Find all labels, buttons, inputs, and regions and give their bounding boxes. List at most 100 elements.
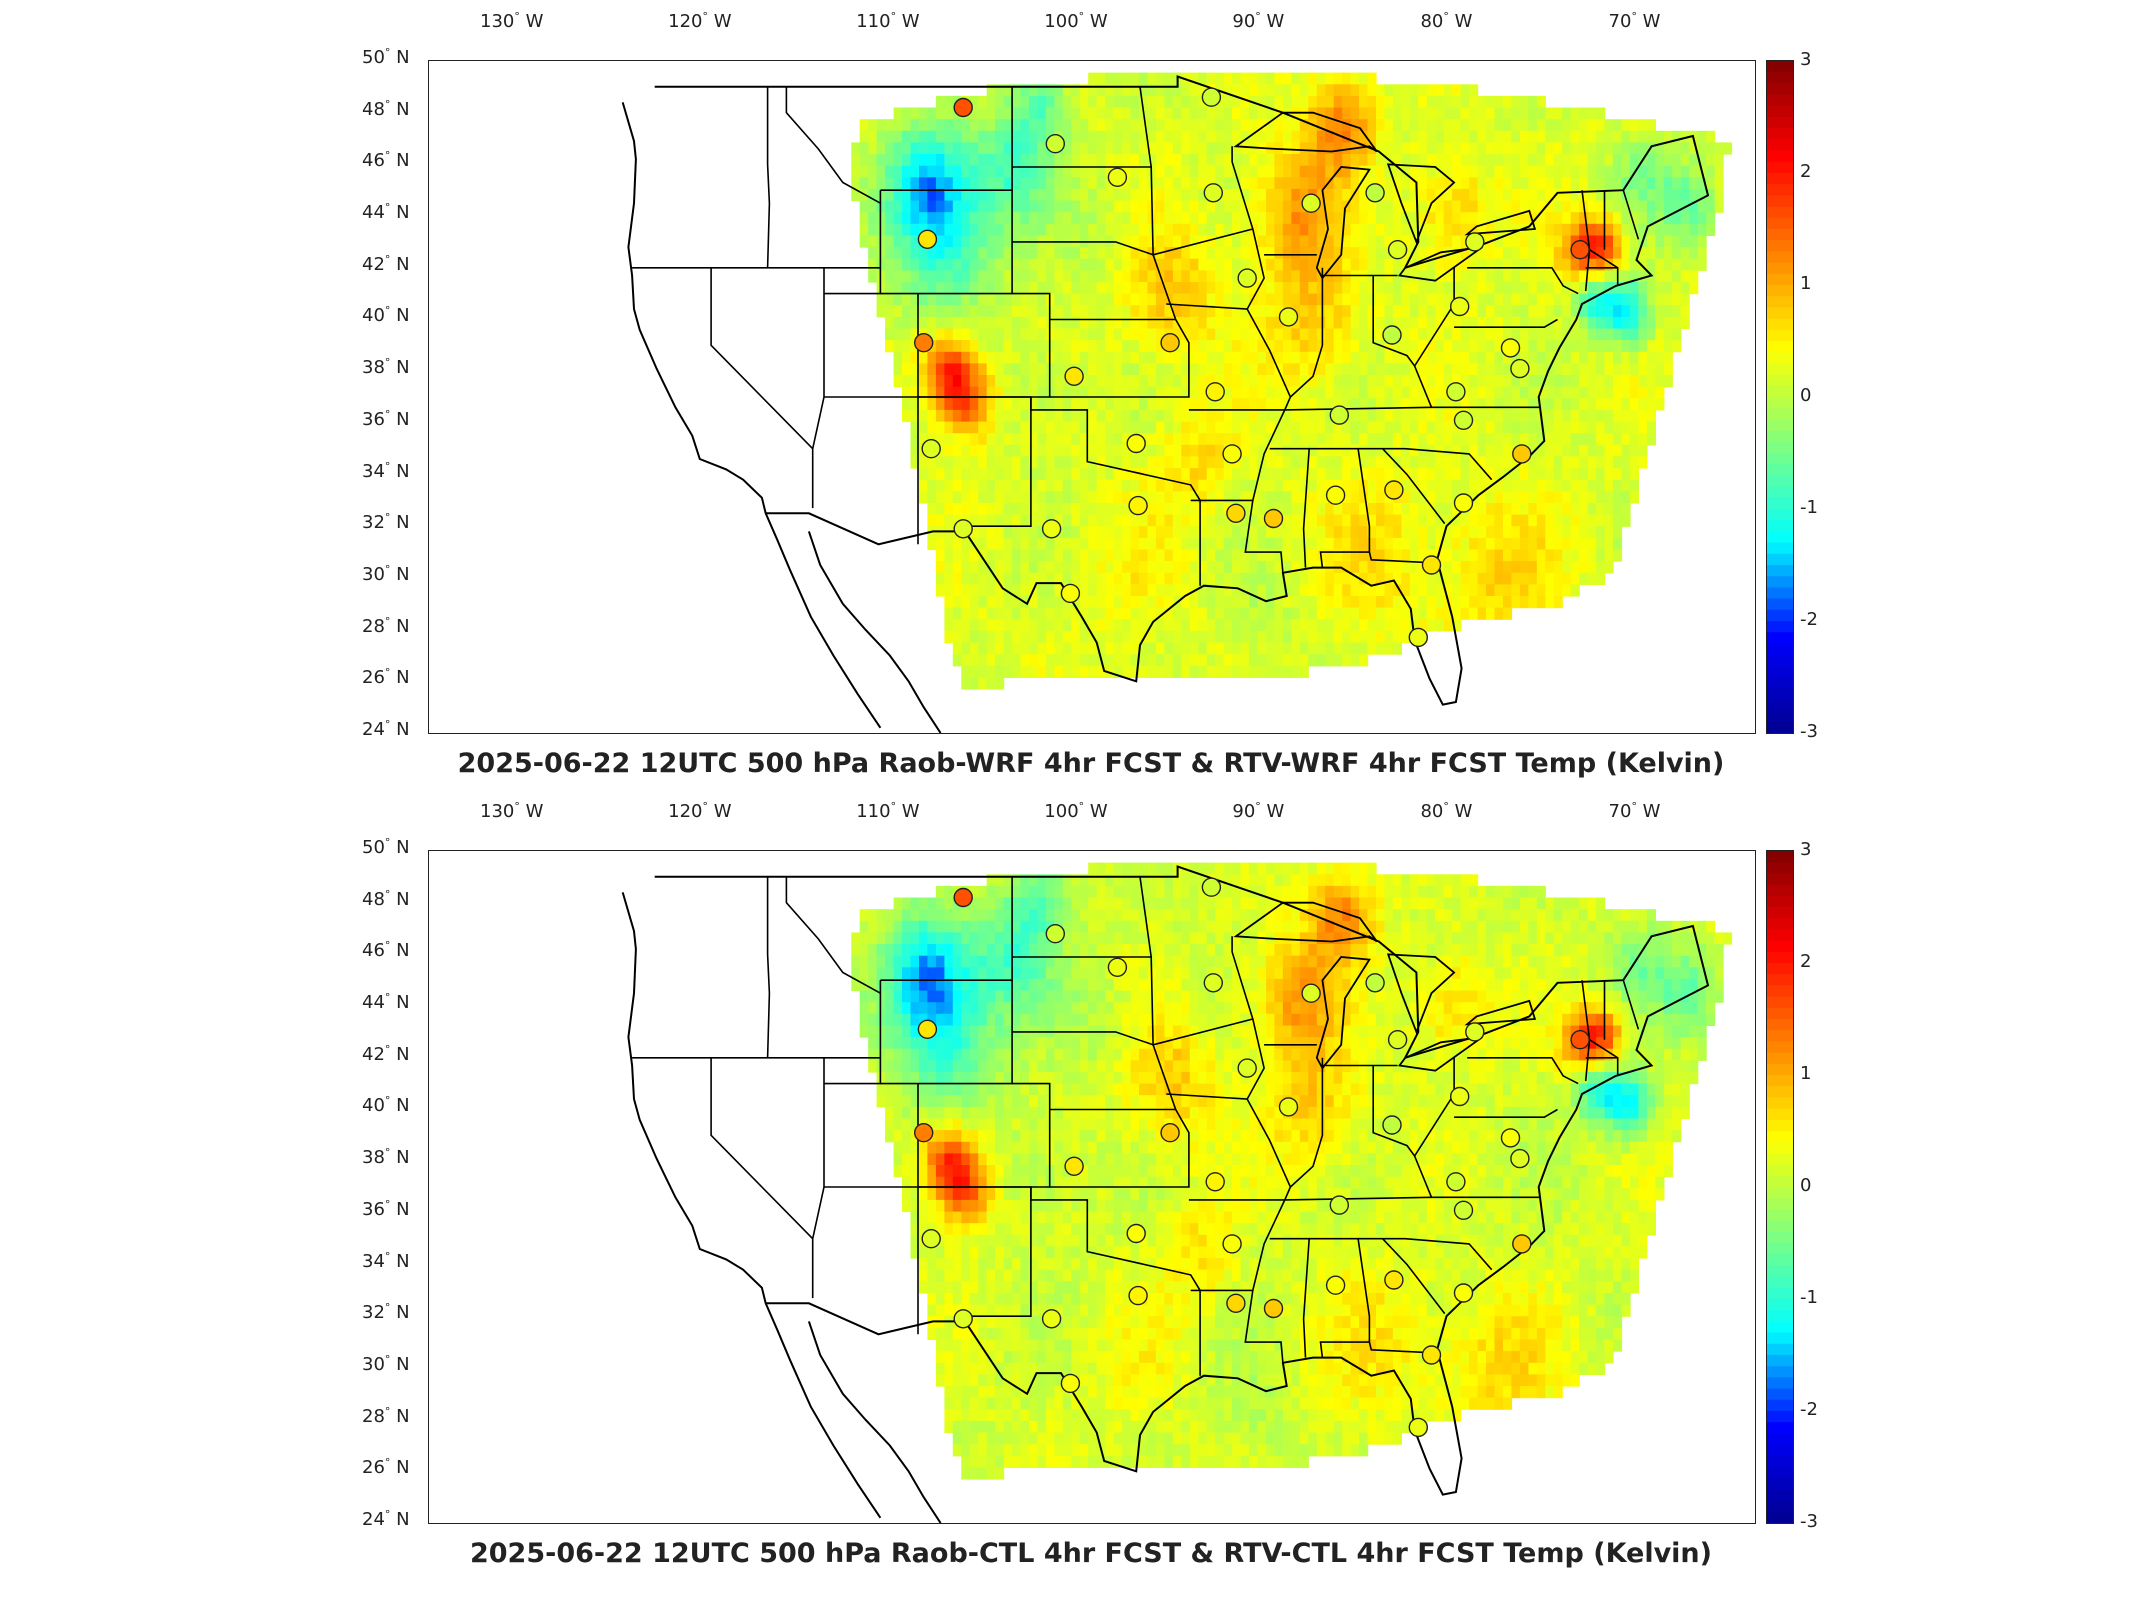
colorbar-tick-label: 0 bbox=[1800, 385, 1812, 406]
longitude-tick-label: 100° W bbox=[1044, 10, 1108, 32]
latitude-tick-label: 24° N bbox=[362, 1508, 410, 1530]
raob-station-marker bbox=[1205, 1172, 1225, 1192]
temperature-difference-map bbox=[621, 862, 1733, 1523]
raob-station-marker bbox=[1301, 983, 1321, 1003]
raob-station-marker bbox=[1500, 1128, 1521, 1148]
raob-station-marker bbox=[1449, 1086, 1470, 1107]
raob-station-marker bbox=[1060, 1373, 1081, 1394]
raob-station-marker bbox=[1510, 358, 1530, 379]
latitude-tick-label: 28° N bbox=[362, 614, 410, 637]
raob-station-marker bbox=[1203, 183, 1223, 203]
longitude-tick-label: 110° W bbox=[856, 800, 920, 822]
latitude-tick-label: 42° N bbox=[362, 1042, 410, 1065]
raob-station-marker bbox=[1446, 382, 1466, 402]
raob-station-marker bbox=[1107, 167, 1128, 188]
latitude-tick-label: 40° N bbox=[362, 304, 410, 327]
raob-station-marker bbox=[1160, 1123, 1180, 1143]
latitude-tick-label: 38° N bbox=[362, 356, 410, 379]
colorbar-tick-label: 2 bbox=[1800, 951, 1812, 972]
raob-station-marker bbox=[1160, 333, 1180, 353]
raob-station-marker bbox=[1512, 444, 1532, 464]
latitude-tick-label: 34° N bbox=[362, 459, 410, 482]
raob-station-marker bbox=[917, 1019, 938, 1040]
colorbar bbox=[1766, 850, 1794, 1524]
field-raster bbox=[851, 862, 1733, 1480]
raob-station-marker bbox=[1237, 1058, 1257, 1078]
latitude-tick-label: 48° N bbox=[362, 887, 410, 910]
raob-station-marker bbox=[1222, 1234, 1242, 1254]
raob-station-marker bbox=[1237, 268, 1257, 288]
colorbar-tick-label: -3 bbox=[1800, 1511, 1818, 1532]
longitude-tick-label: 130° W bbox=[480, 800, 544, 822]
latitude-tick-label: 46° N bbox=[362, 939, 410, 962]
raob-station-marker bbox=[921, 439, 941, 459]
raob-station-marker bbox=[1041, 519, 1062, 539]
raob-station-marker bbox=[917, 229, 938, 250]
raob-station-marker bbox=[1128, 1285, 1148, 1306]
raob-station-marker bbox=[1045, 923, 1065, 944]
raob-station-marker bbox=[1453, 1200, 1474, 1220]
longitude-tick-label: 80° W bbox=[1420, 10, 1473, 32]
raob-station-marker bbox=[1126, 433, 1146, 454]
temperature-difference-map bbox=[621, 72, 1733, 733]
colorbar-tick-label: 2 bbox=[1800, 161, 1812, 182]
longitude-tick-label: 110° W bbox=[856, 10, 920, 32]
raob-station-marker bbox=[1325, 485, 1346, 505]
raob-station-marker bbox=[1421, 1345, 1442, 1365]
latitude-tick-label: 36° N bbox=[362, 1197, 410, 1220]
colorbar-tick-label: 1 bbox=[1800, 1063, 1812, 1084]
raob-station-marker bbox=[1384, 480, 1404, 500]
latitude-tick-label: 36° N bbox=[362, 407, 410, 430]
map-panel-top: 130° W 120° W 110° W 100° W 90° W 80° W 70° W … bbox=[0, 0, 2133, 790]
latitude-tick-label: 50° N bbox=[362, 46, 410, 68]
raob-station-marker bbox=[1500, 338, 1521, 358]
raob-station-marker bbox=[1453, 493, 1474, 513]
colorbar bbox=[1766, 60, 1794, 734]
raob-station-marker bbox=[1408, 627, 1428, 648]
raob-station-marker bbox=[1382, 1115, 1402, 1135]
raob-station-marker bbox=[953, 519, 973, 539]
raob-station-marker bbox=[953, 887, 973, 908]
raob-station-marker bbox=[1329, 1195, 1349, 1215]
longitude-tick-label: 130° W bbox=[480, 10, 544, 32]
latitude-tick-label: 34° N bbox=[362, 1249, 410, 1272]
raob-station-marker bbox=[1222, 444, 1242, 464]
raob-station-marker bbox=[1064, 1156, 1084, 1176]
longitude-tick-label: 120° W bbox=[668, 800, 732, 822]
raob-station-marker bbox=[1041, 1309, 1062, 1329]
raob-station-marker bbox=[1382, 325, 1402, 345]
latitude-tick-label: 26° N bbox=[362, 1456, 410, 1479]
raob-station-marker bbox=[1203, 973, 1223, 993]
latitude-tick-label: 44° N bbox=[362, 201, 410, 224]
raob-station-marker bbox=[1453, 410, 1474, 430]
raob-station-marker bbox=[1263, 508, 1284, 529]
raob-station-marker bbox=[1387, 239, 1408, 260]
longitude-tick-label: 90° W bbox=[1232, 10, 1285, 32]
raob-station-marker bbox=[1465, 1022, 1485, 1042]
raob-station-marker bbox=[1570, 239, 1590, 260]
longitude-tick-label: 80° W bbox=[1420, 800, 1473, 822]
raob-station-marker bbox=[1064, 366, 1084, 386]
raob-station-marker bbox=[1421, 555, 1442, 575]
latitude-tick-label: 40° N bbox=[362, 1094, 410, 1117]
geographic-boundaries bbox=[621, 865, 1710, 1523]
colorbar-tick-label: -1 bbox=[1800, 497, 1818, 518]
raob-station-marker bbox=[1384, 1270, 1404, 1290]
raob-station-marker bbox=[1201, 87, 1222, 107]
raob-station-marker bbox=[1387, 1029, 1408, 1050]
raob-station-marker bbox=[953, 97, 973, 118]
raob-station-marker bbox=[1205, 382, 1225, 402]
colorbar-tick-label: 0 bbox=[1800, 1175, 1812, 1196]
latitude-tick-label: 24° N bbox=[362, 718, 410, 740]
colorbar-tick-label: -2 bbox=[1800, 1399, 1818, 1420]
raob-station-marker bbox=[1226, 1293, 1246, 1313]
longitude-tick-label: 70° W bbox=[1608, 10, 1661, 32]
raob-station-marker bbox=[1128, 495, 1148, 516]
raob-station-marker bbox=[1365, 973, 1385, 993]
map-frame bbox=[428, 60, 1756, 734]
colorbar-tick-label: 1 bbox=[1800, 273, 1812, 294]
raob-station-marker bbox=[953, 1309, 973, 1329]
colorbar-tick-label: 3 bbox=[1800, 839, 1812, 860]
latitude-tick-label: 50° N bbox=[362, 836, 410, 858]
latitude-tick-label: 48° N bbox=[362, 97, 410, 120]
